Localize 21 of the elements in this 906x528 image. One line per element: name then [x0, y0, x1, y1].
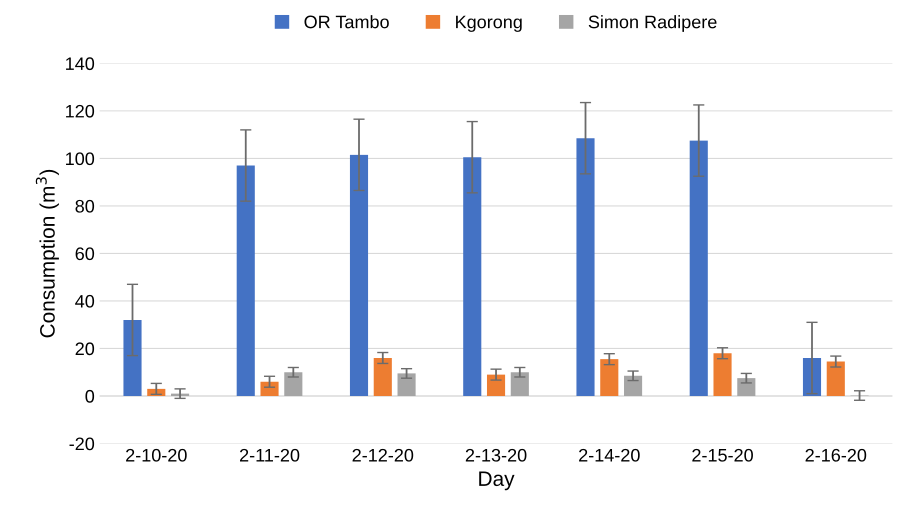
- y-tick-label: 60: [76, 247, 94, 260]
- x-tick-label: 2-16-20: [806, 448, 866, 462]
- x-tick-label: 2-15-20: [692, 448, 753, 462]
- y-tick-label: -20: [70, 437, 94, 450]
- legend-label: Simon Radipere: [588, 15, 717, 32]
- y-tick-label: 0: [85, 390, 94, 403]
- y-tick-label: 80: [76, 200, 94, 213]
- x-tick-label: 2-11-20: [240, 448, 300, 462]
- x-tick-label: 2-12-20: [352, 448, 414, 462]
- y-axis-title: Consumption (m$^{3}$): [36, 170, 59, 338]
- y-tick-label: 140: [66, 57, 94, 70]
- x-tick-label: 2-13-20: [466, 448, 526, 462]
- legend-label: OR Tambo: [304, 15, 389, 28]
- y-tick-label: 120: [66, 104, 94, 118]
- x-axis-title: Day: [479, 472, 515, 490]
- y-tick-label: 40: [75, 294, 94, 308]
- legend-label: Kgorong: [456, 16, 522, 32]
- x-tick-label: 2-14-20: [579, 448, 640, 462]
- y-tick-label: 20: [76, 342, 94, 356]
- y-tick-label: 100: [66, 152, 94, 166]
- x-tick-label: 2-10-20: [126, 448, 187, 462]
